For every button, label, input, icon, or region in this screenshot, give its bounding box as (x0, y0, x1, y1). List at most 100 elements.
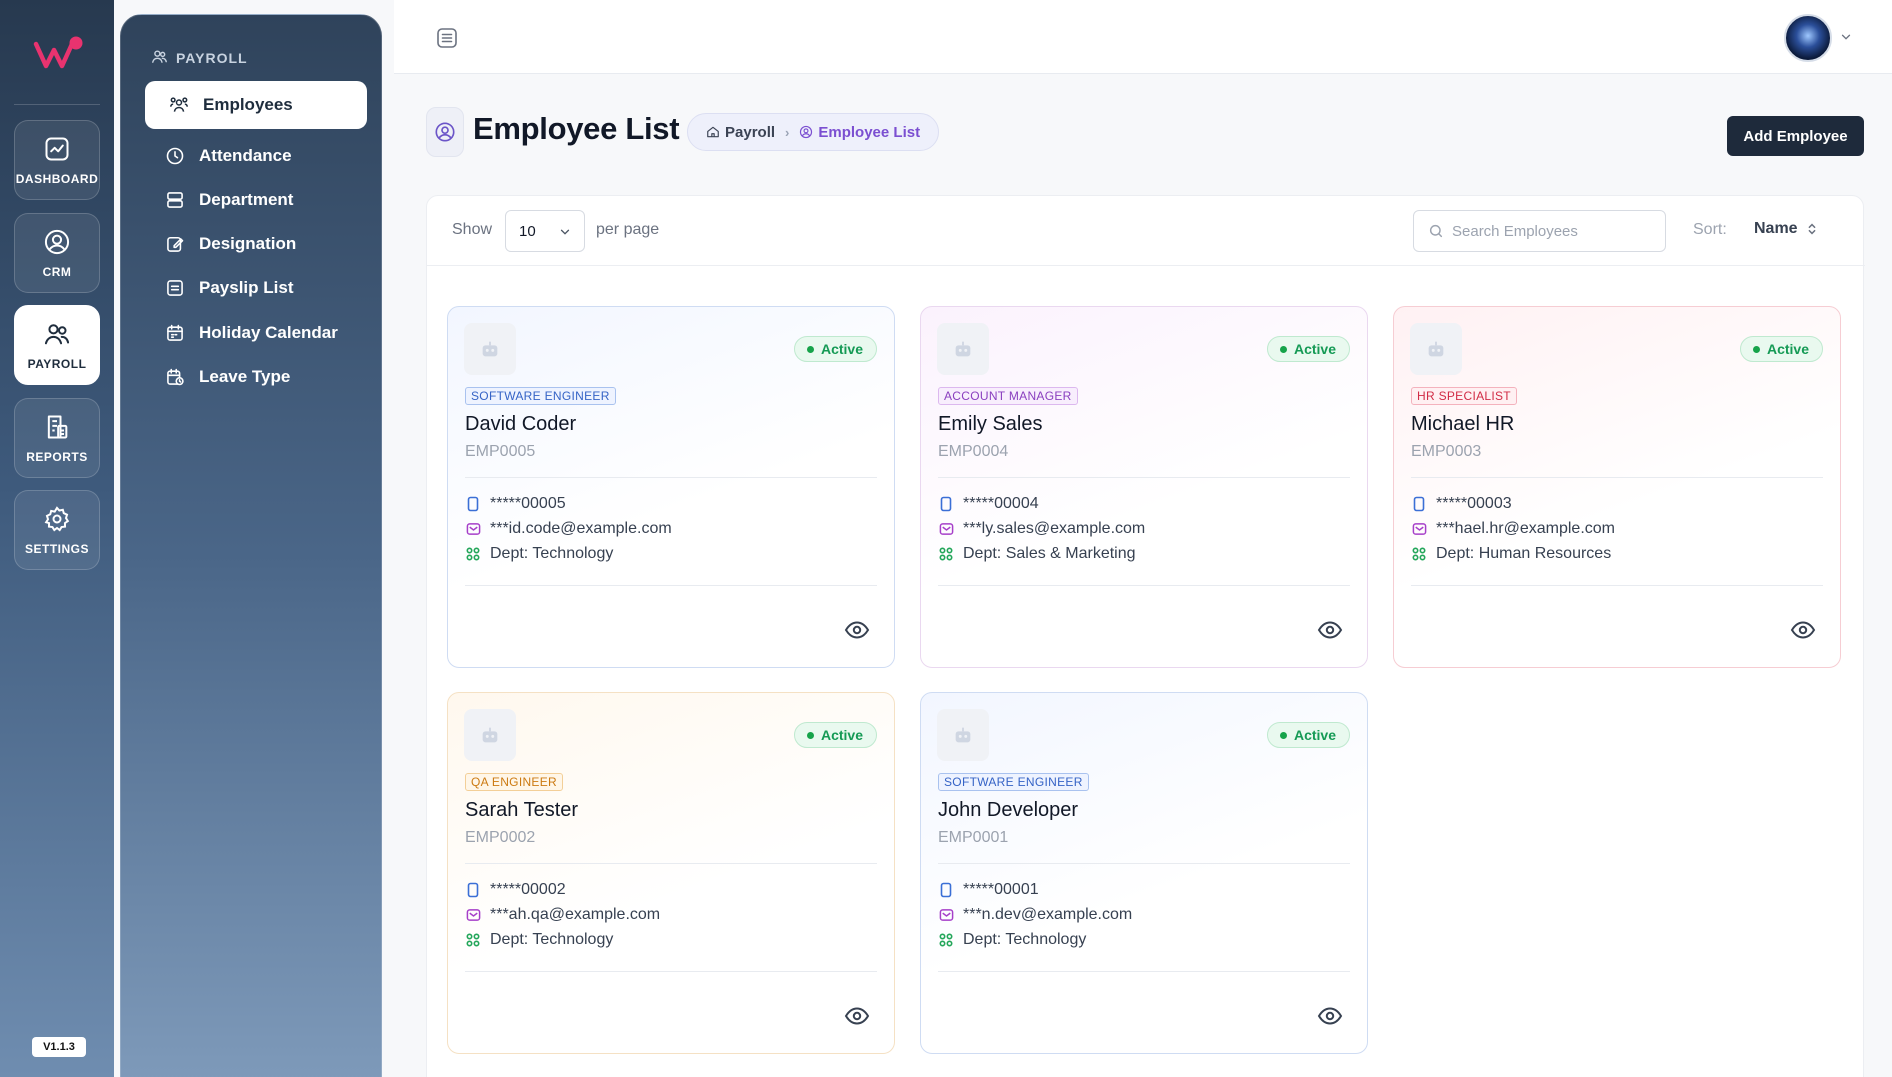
mail-icon (465, 907, 481, 923)
rail-item-reports[interactable]: REPORTS (14, 398, 100, 478)
add-employee-button[interactable]: Add Employee (1727, 116, 1864, 156)
search-input[interactable] (1452, 222, 1652, 240)
grid-icon (465, 546, 481, 562)
department-text: Dept: Technology (490, 545, 614, 562)
submenu-item-department[interactable]: Department (145, 176, 367, 224)
mail-icon (938, 907, 954, 923)
robot-avatar-icon (1410, 323, 1462, 375)
eye-icon[interactable] (844, 1005, 870, 1027)
rail-item-dashboard[interactable]: DASHBOARD (14, 120, 100, 200)
eye-icon[interactable] (1317, 1005, 1343, 1027)
grid-icon (938, 932, 954, 948)
status-dot (1752, 345, 1760, 353)
email-row: ***ah.qa@example.com (465, 906, 660, 924)
mail-icon (938, 521, 954, 537)
email-text: ***n.dev@example.com (963, 906, 1133, 923)
employee-card[interactable]: Active ACCOUNT MANAGER Emily Sales EMP00… (920, 306, 1368, 668)
rail-item-payroll[interactable]: PAYROLL (14, 305, 100, 385)
submenu-heading-label: PAYROLL (176, 50, 248, 66)
grid-icon (1411, 546, 1427, 562)
submenu-item-leave-type[interactable]: Leave Type (145, 353, 367, 401)
submenu-item-attendance[interactable]: Attendance (145, 132, 367, 180)
eye-icon[interactable] (1317, 619, 1343, 641)
eye-icon[interactable] (844, 619, 870, 641)
department-text: Dept: Technology (490, 931, 614, 948)
show-label: Show (452, 221, 493, 238)
rail-item-label: SETTINGS (24, 542, 89, 556)
card-divider (465, 971, 877, 972)
breadcrumb-label: Payroll (725, 123, 776, 141)
email-text: ***ah.qa@example.com (490, 906, 661, 923)
email-row: ***id.code@example.com (465, 520, 672, 538)
list-toolbar: Show 10 per page Sort: Name (427, 196, 1865, 266)
mail-icon (1411, 521, 1427, 537)
submenu-item-payslip-list[interactable]: Payslip List (145, 264, 367, 312)
status-dot (1279, 345, 1287, 353)
sort-select[interactable]: Name (1754, 220, 1818, 238)
employee-card[interactable]: Active SOFTWARE ENGINEER David Coder EMP… (447, 306, 895, 668)
card-divider (1411, 585, 1823, 586)
grid-icon (938, 546, 954, 562)
status-badge: Active (793, 722, 877, 748)
dashboard-icon (42, 134, 72, 164)
phone-text: *****00002 (490, 881, 566, 898)
employee-card[interactable]: Active SOFTWARE ENGINEER John Developer … (920, 692, 1368, 1054)
submenu-item-holiday-calendar[interactable]: Holiday Calendar (145, 309, 367, 357)
submenu-item-designation[interactable]: Designation (145, 220, 367, 268)
search-box[interactable] (1413, 210, 1666, 252)
per-page-select[interactable]: 10 (505, 210, 585, 252)
department-text: Dept: Technology (963, 931, 1087, 948)
card-divider (465, 863, 877, 864)
sort-value: Name (1754, 220, 1798, 237)
card-divider (938, 863, 1350, 864)
rail-item-label: CRM (42, 265, 72, 279)
server-icon (165, 190, 185, 210)
employee-card[interactable]: Active HR SPECIALIST Michael HR EMP0003 … (1393, 306, 1841, 668)
version-badge: V1.1.3 (32, 1037, 86, 1057)
department-row: Dept: Technology (938, 931, 1086, 949)
phone-icon (938, 882, 954, 898)
employee-panel: Show 10 per page Sort: Name Active SOFTW… (426, 195, 1865, 1077)
submenu-item-label: Department (199, 190, 294, 209)
phone-row: *****00005 (465, 495, 566, 513)
rail-item-crm[interactable]: CRM (14, 213, 100, 293)
menu-toggle-icon[interactable] (434, 26, 460, 50)
department-row: Dept: Human Resources (1411, 545, 1611, 563)
chevron-down-icon (560, 229, 570, 235)
chevron-down-icon[interactable] (1839, 30, 1853, 44)
user-circle-icon (42, 227, 72, 257)
phone-row: *****00003 (1411, 495, 1512, 513)
status-badge: Active (1266, 336, 1350, 362)
breadcrumb-label: Employee List (818, 123, 921, 141)
top-bar (394, 0, 1892, 74)
status-text: Active (820, 341, 863, 357)
phone-icon (1411, 496, 1427, 512)
breadcrumb-item-payroll[interactable]: Payroll (706, 124, 775, 141)
brand-logo[interactable] (32, 34, 86, 74)
robot-avatar-icon (464, 709, 516, 761)
phone-text: *****00005 (490, 495, 566, 512)
email-text: ***hael.hr@example.com (1436, 520, 1615, 537)
card-divider (938, 971, 1350, 972)
department-text: Dept: Sales & Marketing (963, 545, 1136, 562)
calendar-icon (165, 323, 185, 343)
phone-text: *****00001 (963, 881, 1039, 898)
status-text: Active (1293, 341, 1336, 357)
users-icon (42, 319, 72, 349)
department-text: Dept: Human Resources (1436, 545, 1612, 562)
status-text: Active (1293, 727, 1336, 743)
user-avatar[interactable] (1784, 14, 1832, 62)
robot-avatar-icon (937, 323, 989, 375)
rail-item-settings[interactable]: SETTINGS (14, 490, 100, 570)
card-divider (1411, 477, 1823, 478)
sort-label: Sort: (1693, 221, 1727, 238)
breadcrumb-item-employee-list[interactable]: Employee List (799, 124, 920, 141)
status-badge: Active (793, 336, 877, 362)
department-row: Dept: Technology (465, 931, 613, 949)
submenu-item-employees[interactable]: Employees (145, 81, 367, 129)
eye-icon[interactable] (1790, 619, 1816, 641)
employee-card[interactable]: Active QA ENGINEER Sarah Tester EMP0002 … (447, 692, 895, 1054)
email-text: ***ly.sales@example.com (963, 520, 1146, 537)
submenu-item-label: Holiday Calendar (199, 323, 338, 342)
status-dot (806, 731, 814, 739)
